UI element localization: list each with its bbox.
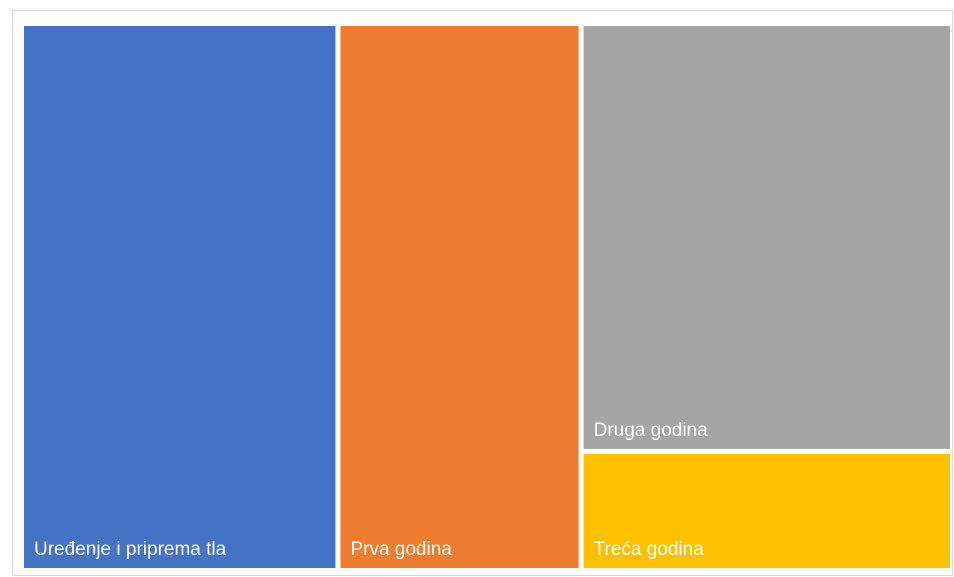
tile-uredenje-i-priprema-tla bbox=[24, 26, 336, 568]
tile-label-treca-godina: Treća godina bbox=[594, 539, 705, 560]
tile-druga-godina bbox=[583, 26, 950, 449]
tile-label-uredenje-i-priprema-tla: Uređenje i priprema tla bbox=[34, 539, 227, 560]
tile-treca-godina bbox=[583, 453, 950, 568]
tile-label-prva-godina: Prva godina bbox=[350, 539, 452, 560]
treemap-tiles: Uređenje i priprema tla Prva godina Druga … bbox=[24, 26, 950, 568]
tile-prva-godina bbox=[340, 26, 579, 568]
tile-label-druga-godina: Druga godina bbox=[594, 420, 709, 441]
